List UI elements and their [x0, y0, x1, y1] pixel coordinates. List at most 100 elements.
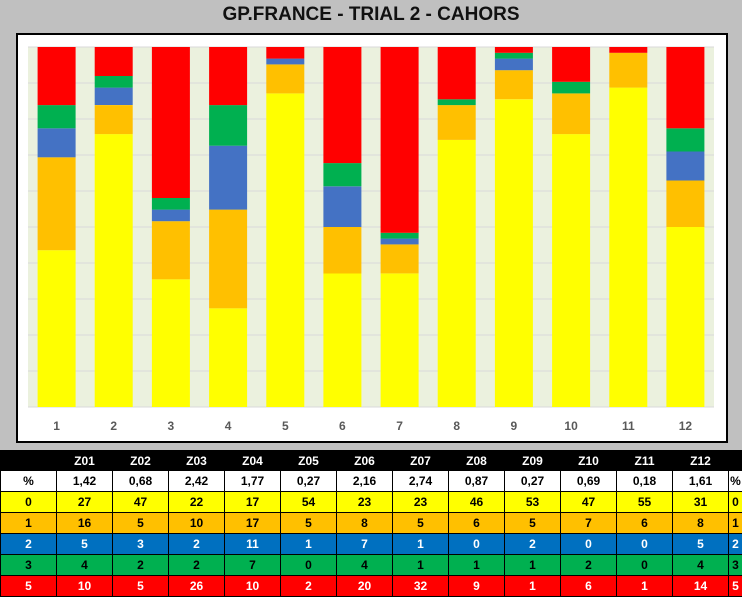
table-cell: 1,61: [673, 471, 729, 492]
table-cell: 4: [337, 555, 393, 576]
table-cell: 0,27: [281, 471, 337, 492]
bar-segment-level-0-cat-3: [152, 279, 190, 407]
bar-segment-level-0-cat-2: [95, 134, 133, 407]
bar-segment-level-1-cat-12: [666, 181, 704, 228]
bar-segment-level-0-cat-5: [266, 94, 304, 408]
table-cell: 55: [617, 492, 673, 513]
table-cell: 10: [57, 576, 113, 597]
table-cell: 0: [281, 555, 337, 576]
bar-segment-level-2-cat-12: [666, 152, 704, 181]
x-tick-label: 4: [225, 419, 232, 433]
table-cell: 2,74: [393, 471, 449, 492]
column-header: Z01: [57, 451, 113, 471]
row-label: 1: [1, 513, 57, 534]
x-tick-label: 12: [679, 419, 693, 433]
column-header: Z02: [113, 451, 169, 471]
bar-segment-level-1-cat-6: [323, 227, 361, 274]
bar-segment-level-0-cat-10: [552, 134, 590, 407]
table-cell: 0,68: [113, 471, 169, 492]
table-cell: 5: [505, 513, 561, 534]
row-label: 2: [1, 534, 57, 555]
table-cell: 26: [169, 576, 225, 597]
table-cell: 1: [393, 555, 449, 576]
table-cell: 17: [225, 513, 281, 534]
column-header: Z06: [337, 451, 393, 471]
table-cell: 27: [57, 492, 113, 513]
bar-segment-level-0-cat-12: [666, 227, 704, 407]
bar-segment-level-3-cat-7: [381, 233, 419, 239]
table-cell: 5: [57, 534, 113, 555]
chart-title: GP.FRANCE - TRIAL 2 - CAHORS: [0, 4, 742, 26]
table-cell: 2: [281, 576, 337, 597]
table-cell: 6: [561, 576, 617, 597]
bar-segment-level-1-cat-3: [152, 221, 190, 279]
bar-segment-level-5-cat-1: [38, 47, 76, 105]
bar-segment-level-3-cat-12: [666, 128, 704, 151]
bar-segment-level-2-cat-2: [95, 88, 133, 105]
bar-segment-level-0-cat-9: [495, 99, 533, 407]
column-header: Z10: [561, 451, 617, 471]
table-cell: 17: [225, 492, 281, 513]
table-cell: 7: [225, 555, 281, 576]
bar-segment-level-2-cat-9: [495, 59, 533, 71]
table-cell: 6: [617, 513, 673, 534]
bar-segment-level-0-cat-7: [381, 274, 419, 408]
table-cell: 1: [449, 555, 505, 576]
bar-segment-level-5-cat-2: [95, 47, 133, 76]
table-cell: 0,18: [617, 471, 673, 492]
bar-segment-level-0-cat-11: [609, 88, 647, 407]
table-cell: 23: [393, 492, 449, 513]
table-cell: 0: [449, 534, 505, 555]
bar-segment-level-5-cat-6: [323, 47, 361, 163]
table-cell: 1: [281, 534, 337, 555]
column-header: Z08: [449, 451, 505, 471]
bar-segment-level-3-cat-8: [438, 99, 476, 105]
table-cell: 1: [393, 534, 449, 555]
bar-segment-level-2-cat-3: [152, 210, 190, 222]
table-cell: 4: [673, 555, 729, 576]
table-cell: 0: [617, 534, 673, 555]
bar-segment-level-1-cat-7: [381, 244, 419, 273]
row-label: 0: [1, 492, 57, 513]
table-cell: 2: [169, 555, 225, 576]
table-cell: 1,77: [225, 471, 281, 492]
bar-segment-level-2-cat-5: [266, 59, 304, 65]
bar-segment-level-3-cat-1: [38, 105, 76, 128]
bar-segment-level-1-cat-4: [209, 210, 247, 309]
bar-segment-level-1-cat-10: [552, 94, 590, 135]
row-end-label: 1: [729, 513, 742, 534]
row-label: %: [1, 471, 57, 492]
column-header: Z04: [225, 451, 281, 471]
row-label: 3: [1, 555, 57, 576]
x-tick-label: 8: [453, 419, 460, 433]
bar-segment-level-2-cat-1: [38, 128, 76, 157]
table-cell: 54: [281, 492, 337, 513]
bar-segment-level-2-cat-7: [381, 239, 419, 245]
table-cell: 5: [113, 513, 169, 534]
bar-segment-level-1-cat-1: [38, 157, 76, 250]
bar-segment-level-3-cat-6: [323, 163, 361, 186]
column-header: Z07: [393, 451, 449, 471]
table-cell: 0,69: [561, 471, 617, 492]
table-cell: 1: [505, 576, 561, 597]
bar-segment-level-0-cat-6: [323, 274, 361, 408]
table-cell: 6: [449, 513, 505, 534]
x-tick-label: 10: [564, 419, 578, 433]
x-tick-label: 1: [53, 419, 60, 433]
column-header: Z05: [281, 451, 337, 471]
table-cell: 3: [113, 534, 169, 555]
table-cell: 20: [337, 576, 393, 597]
table-cell: 10: [169, 513, 225, 534]
bar-segment-level-5-cat-11: [609, 47, 647, 53]
row-end-label: 5: [729, 576, 742, 597]
table-cell: 8: [337, 513, 393, 534]
column-header: Z12: [673, 451, 729, 471]
bar-segment-level-5-cat-12: [666, 47, 704, 128]
table-cell: 47: [113, 492, 169, 513]
